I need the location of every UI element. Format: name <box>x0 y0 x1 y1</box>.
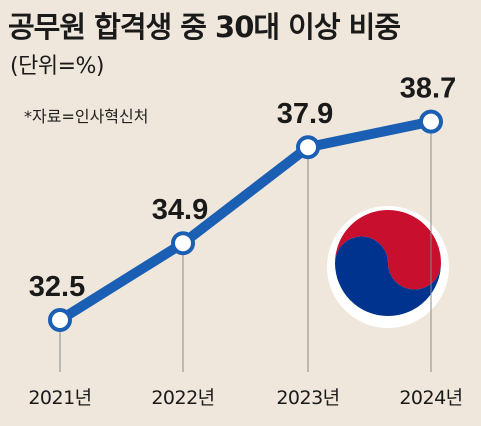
data-label: 38.7 <box>400 73 456 105</box>
data-label: 37.9 <box>277 98 333 130</box>
x-tick-label: 2024년 <box>399 387 462 409</box>
x-tick-label: 2021년 <box>28 387 91 409</box>
series-line <box>55 116 436 325</box>
chart-title: 공무원 합격생 중 30대 이상 비중 <box>8 10 401 44</box>
data-point <box>296 135 320 160</box>
x-tick-label: 2022년 <box>151 387 214 409</box>
unit-label: (단위=%) <box>10 54 104 79</box>
data-point <box>171 231 195 256</box>
government-emblem-logo <box>327 206 449 328</box>
data-label: 32.5 <box>29 271 85 303</box>
data-point <box>419 109 443 134</box>
x-tick-label: 2023년 <box>276 387 339 409</box>
data-label: 34.9 <box>152 194 208 226</box>
source-note: *자료=인사혁신처 <box>24 107 149 126</box>
data-point <box>48 308 72 332</box>
